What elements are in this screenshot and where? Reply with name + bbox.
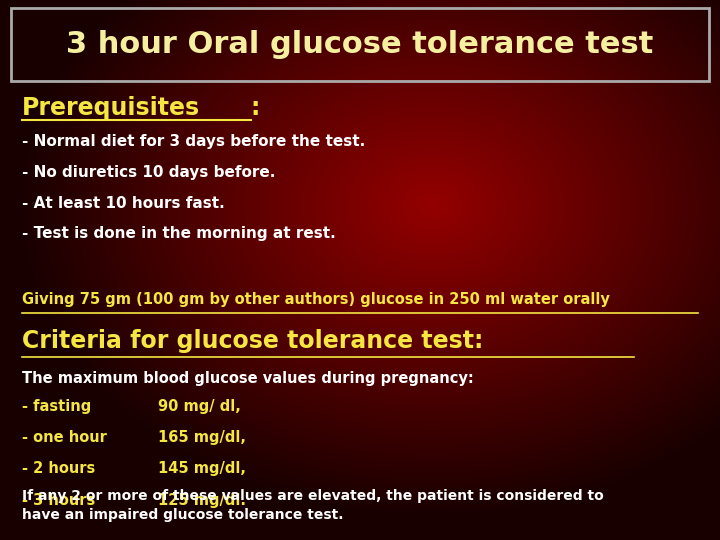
Text: - At least 10 hours fast.: - At least 10 hours fast. — [22, 195, 225, 211]
Text: 90 mg/ dl,: 90 mg/ dl, — [158, 399, 241, 414]
Text: 145 mg/dl,: 145 mg/dl, — [158, 461, 246, 476]
Text: 3 hour Oral glucose tolerance test: 3 hour Oral glucose tolerance test — [66, 30, 654, 59]
Text: - Normal diet for 3 days before the test.: - Normal diet for 3 days before the test… — [22, 134, 365, 149]
Text: Giving 75 gm (100 gm by other authors) glucose in 250 ml water orally: Giving 75 gm (100 gm by other authors) g… — [22, 292, 609, 307]
Text: - 3 hours: - 3 hours — [22, 492, 95, 508]
Text: - No diuretics 10 days before.: - No diuretics 10 days before. — [22, 165, 275, 180]
Text: 125 mg/dl.: 125 mg/dl. — [158, 492, 246, 508]
Text: The maximum blood glucose values during pregnancy:: The maximum blood glucose values during … — [22, 370, 473, 386]
Text: - one hour: - one hour — [22, 430, 107, 445]
Text: Prerequisites: Prerequisites — [22, 96, 199, 120]
Text: If any 2 or more of these values are elevated, the patient is considered to: If any 2 or more of these values are ele… — [22, 489, 603, 503]
Text: - Test is done in the morning at rest.: - Test is done in the morning at rest. — [22, 226, 336, 241]
Text: have an impaired glucose tolerance test.: have an impaired glucose tolerance test. — [22, 508, 343, 522]
Text: 165 mg/dl,: 165 mg/dl, — [158, 430, 246, 445]
Text: :: : — [251, 96, 260, 120]
Text: - 2 hours: - 2 hours — [22, 461, 95, 476]
Text: - fasting: - fasting — [22, 399, 91, 414]
Text: Criteria for glucose tolerance test:: Criteria for glucose tolerance test: — [22, 329, 483, 353]
